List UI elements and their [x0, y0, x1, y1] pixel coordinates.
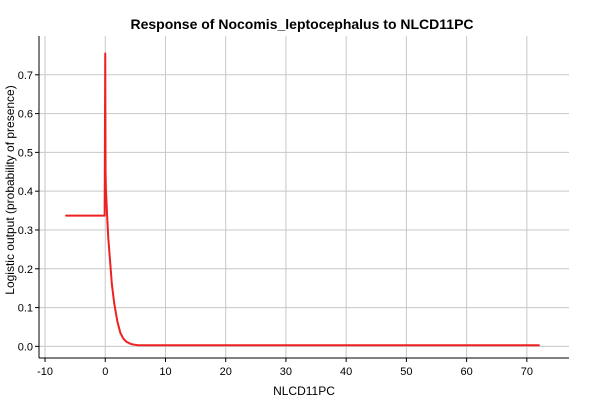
x-tick-label: 60	[460, 366, 472, 378]
x-axis-label: NLCD11PC	[273, 384, 335, 398]
x-tick-label: -10	[37, 366, 53, 378]
x-tick-label: 0	[102, 366, 108, 378]
y-tick-label: 0.4	[18, 186, 33, 198]
x-tick-label: 20	[220, 366, 232, 378]
y-tick-label: 0.5	[18, 147, 33, 159]
y-axis-label: Logistic output (probability of presence…	[3, 85, 17, 294]
y-tick-label: 0.7	[18, 70, 33, 82]
grid	[39, 36, 569, 358]
x-axis-ticks: -10 0 10 20 30 40 50 60 70	[37, 358, 533, 378]
y-tick-label: 0.1	[18, 303, 33, 315]
y-tick-label: 0.6	[18, 109, 33, 121]
response-curve-line	[65, 52, 540, 347]
plot-area	[39, 36, 569, 358]
series-layer	[65, 52, 540, 347]
y-axis-ticks: 0.0 0.1 0.2 0.3 0.4 0.5 0.6 0.7	[18, 70, 39, 353]
x-tick-label: 50	[400, 366, 412, 378]
chart-title: Response of Nocomis_leptocephalus to NLC…	[130, 16, 473, 32]
y-tick-label: 0.3	[18, 225, 33, 237]
y-tick-label: 0.2	[18, 264, 33, 276]
x-tick-label: 30	[280, 366, 292, 378]
x-tick-label: 10	[159, 366, 171, 378]
x-tick-label: 70	[521, 366, 533, 378]
x-tick-label: 40	[340, 366, 352, 378]
y-tick-label: 0.0	[18, 341, 33, 353]
